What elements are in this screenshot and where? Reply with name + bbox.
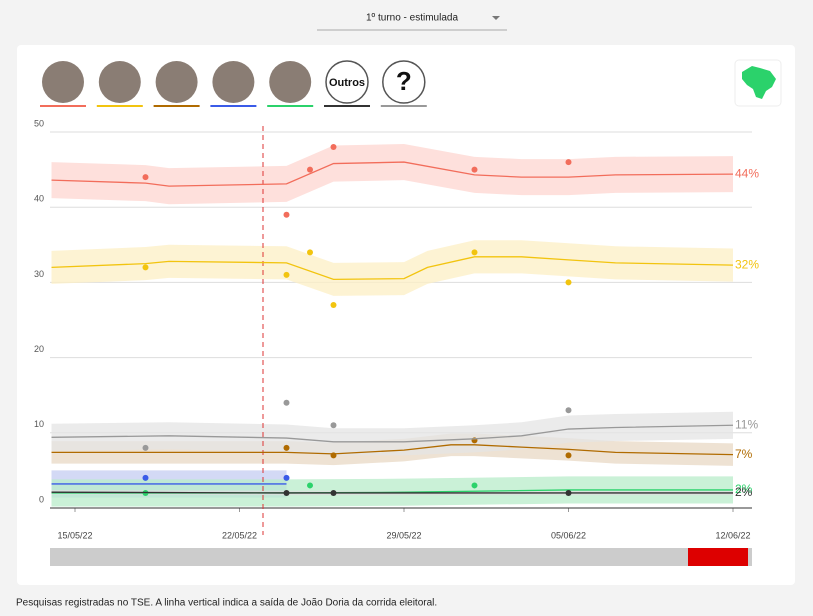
x-tick-label: 15/05/22: [57, 530, 92, 540]
poll-point: [565, 489, 572, 496]
dropdown-label: 1º turno - estimulada: [366, 13, 458, 24]
y-tick-label: 20: [34, 344, 44, 354]
poll-point: [565, 159, 572, 166]
x-tick-label: 29/05/22: [386, 530, 421, 540]
poll-point: [307, 249, 313, 256]
trend-line: [51, 491, 733, 494]
confidence-band: [51, 240, 733, 296]
poll-point: [283, 211, 290, 218]
y-tick-label: 40: [34, 194, 44, 204]
poll-point: [283, 444, 290, 451]
poll-point: [330, 144, 337, 151]
candidate-button[interactable]: [382, 60, 426, 104]
poll-point: [283, 399, 290, 406]
poll-point: [330, 489, 337, 496]
candidate-button[interactable]: [155, 61, 198, 103]
x-tick-label: 22/05/22: [222, 530, 257, 540]
end-label: 7%: [735, 447, 753, 461]
end-label: 32%: [735, 257, 759, 271]
candidate-name: ?: [396, 66, 412, 96]
poll-point: [565, 407, 572, 414]
poll-point: [471, 482, 478, 489]
confidence-band: [51, 144, 733, 205]
poll-point: [283, 271, 290, 278]
end-label: 44%: [735, 166, 759, 180]
candidate-button[interactable]: [42, 61, 84, 103]
brazil-icon: [742, 66, 776, 99]
trend-line: [51, 424, 734, 443]
trend-line: [51, 161, 734, 187]
dropdown[interactable]: [317, 6, 507, 30]
end-label: 2%: [735, 485, 753, 499]
x-tick-label: 12/06/22: [715, 530, 750, 540]
poll-point: [142, 174, 149, 181]
y-tick-label: 0: [39, 494, 44, 504]
end-label: 2%: [735, 482, 753, 496]
confidence-band: [51, 411, 733, 456]
range-slider[interactable]: [50, 548, 752, 566]
y-tick-label: 50: [34, 118, 44, 128]
poll-point: [142, 474, 149, 481]
poll-point: [307, 166, 313, 173]
candidate-button[interactable]: [269, 61, 312, 103]
poll-point: [330, 452, 337, 459]
poll-point: [307, 482, 313, 489]
footnote: Pesquisas registradas no TSE. A linha ve…: [16, 598, 437, 609]
end-label: 11%: [735, 417, 758, 431]
poll-point: [330, 422, 337, 429]
candidate-button[interactable]: [325, 60, 369, 104]
poll-point: [142, 264, 149, 271]
candidate-button[interactable]: [212, 61, 255, 103]
dropdown-arrow: [492, 16, 500, 20]
poll-point: [142, 444, 149, 451]
poll-point: [283, 489, 290, 496]
trend-line: [51, 444, 734, 456]
poll-point: [283, 474, 290, 481]
x-tick-label: 05/06/22: [551, 530, 586, 540]
range-handle[interactable]: [688, 548, 748, 566]
y-tick-label: 10: [34, 419, 44, 429]
trend-line: [51, 256, 734, 281]
candidate-button[interactable]: [98, 61, 141, 103]
poll-point: [565, 452, 572, 459]
poll-point: [565, 279, 572, 286]
poll-point: [471, 166, 478, 173]
poll-point: [471, 249, 478, 256]
poll-point: [330, 301, 337, 308]
candidate-name: Outros: [329, 77, 365, 89]
y-tick-label: 30: [34, 269, 44, 279]
